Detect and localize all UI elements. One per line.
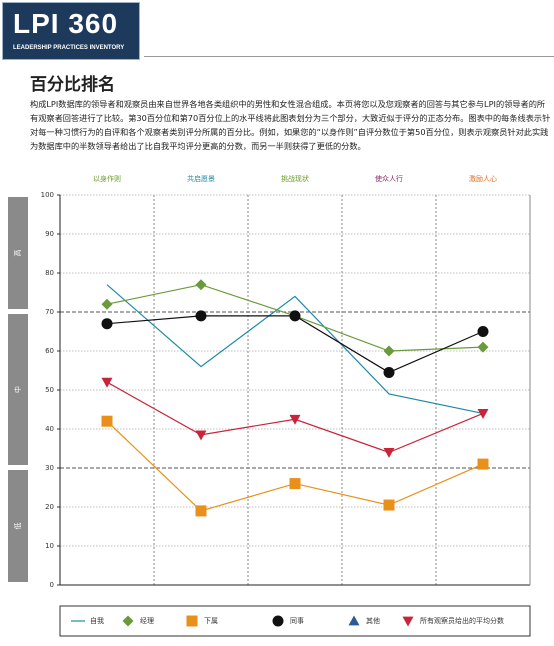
band (8, 314, 28, 465)
series-line (106, 315, 484, 374)
y-tick-label: 50 (45, 386, 54, 394)
marker (195, 279, 207, 291)
category-label: 激励人心 (469, 174, 497, 183)
y-tick-label: 20 (45, 503, 54, 511)
marker (289, 310, 301, 322)
marker (383, 366, 395, 378)
legend-label: 自我 (90, 616, 104, 625)
logo: LPI 360 LEADERSHIP PRACTICES INVENTORY (2, 2, 140, 60)
category-label: 以身作则 (93, 174, 121, 183)
marker (383, 345, 395, 357)
band (8, 470, 28, 582)
marker (477, 341, 489, 353)
marker (348, 615, 360, 626)
marker (101, 318, 113, 330)
series-line (106, 284, 484, 414)
marker (477, 326, 489, 337)
y-tick-label: 0 (50, 581, 54, 589)
y-tick-label: 90 (45, 230, 54, 238)
legend-label: 同事 (290, 616, 304, 625)
band-label: 高 (13, 250, 22, 257)
category-label: 挑战现状 (281, 174, 309, 183)
category-label: 共启愿景 (187, 174, 215, 183)
marker (101, 298, 113, 310)
legend-label: 所有观察员给出的平均分数 (420, 616, 504, 625)
logo-text: LPI 360 (13, 8, 119, 39)
band-label: 低 (13, 523, 22, 530)
y-tick-label: 30 (45, 464, 54, 472)
band-label: 中 (13, 386, 22, 393)
y-tick-label: 40 (45, 425, 54, 433)
y-tick-label: 60 (45, 347, 54, 355)
legend-label: 其他 (366, 616, 380, 625)
category-label: 使众人行 (375, 174, 403, 183)
marker (383, 499, 395, 511)
y-tick-label: 100 (41, 191, 54, 199)
marker (477, 458, 489, 470)
marker (383, 448, 395, 458)
marker (477, 409, 489, 419)
description: 构成LPI数据库的领导者和观察员由来自世界各地各类组织中的男性和女性混合组成。本… (30, 99, 551, 151)
header-rule (144, 56, 554, 57)
legend-label: 下属 (204, 617, 218, 625)
band (8, 197, 28, 309)
page-title: 百分比排名 (30, 75, 115, 95)
marker (272, 615, 284, 627)
marker (122, 615, 134, 627)
marker (186, 615, 198, 627)
y-tick-label: 80 (45, 269, 54, 277)
marker (402, 616, 414, 627)
y-tick-label: 70 (45, 308, 54, 316)
legend-label: 经理 (140, 616, 154, 625)
marker (195, 430, 207, 441)
marker (101, 415, 113, 427)
marker (195, 505, 207, 517)
marker (289, 478, 301, 490)
series-line (106, 420, 484, 512)
y-tick-label: 10 (45, 542, 54, 550)
marker (195, 310, 207, 322)
logo-subtitle: LEADERSHIP PRACTICES INVENTORY (13, 45, 125, 51)
marker (101, 377, 113, 388)
marker (289, 414, 301, 425)
legend-box (59, 605, 531, 637)
